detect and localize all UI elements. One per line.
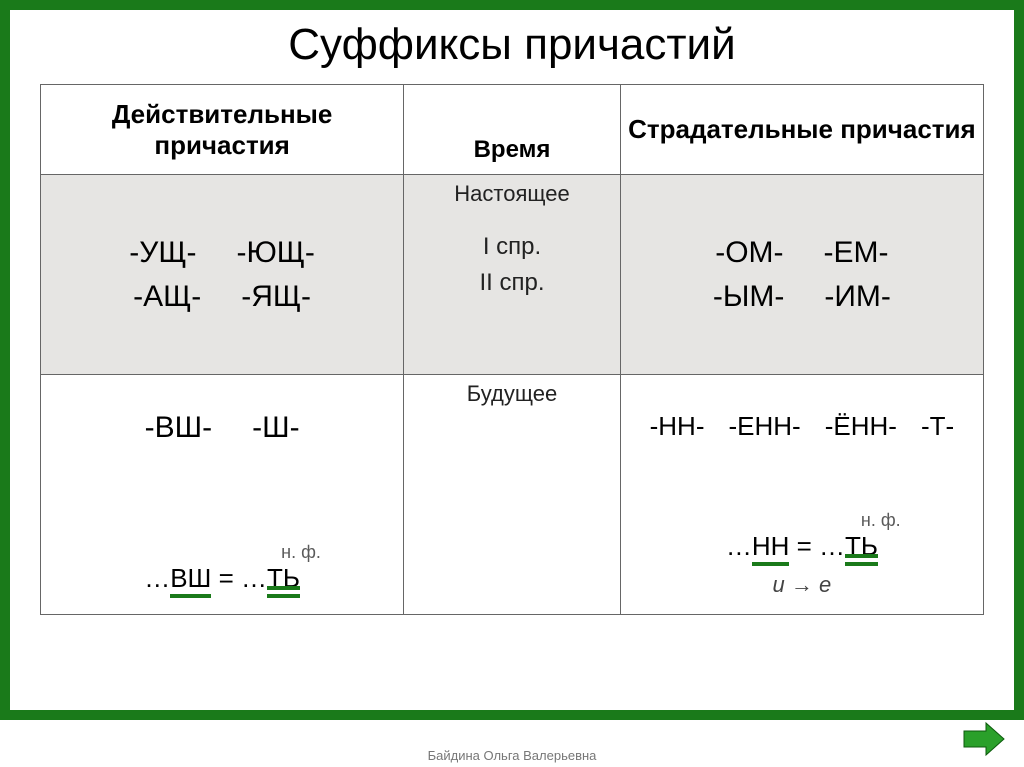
equals-part: = … [789, 531, 845, 561]
suffix-table: Действительные причастия Время Страдател… [40, 84, 984, 615]
time-present-cell: Настоящее I спр. II спр. [404, 175, 621, 375]
suffix: -ЮЩ- [236, 236, 314, 270]
suffix: -ЕМ- [824, 236, 889, 270]
underlined-infinitive: ТЬ [267, 563, 300, 594]
ellipsis: … [144, 563, 170, 593]
nf-label: н. ф. [41, 542, 403, 563]
header-active: Действительные причастия [41, 85, 404, 175]
equals-part: = … [211, 563, 267, 593]
conjugation-1: I спр. [404, 233, 620, 261]
active-present-cell: -УЩ- -ЮЩ- -АЩ- -ЯЩ- [41, 175, 404, 375]
suffix: -ЫМ- [713, 280, 785, 314]
time-label: Настоящее [404, 181, 620, 207]
formula-right: н. ф. …НН = …ТЬ и → е [621, 510, 983, 598]
time-label: Будущее [404, 381, 620, 407]
suffix: -ИМ- [824, 280, 891, 314]
footer-credit: Байдина Ольга Валерьевна [0, 748, 1024, 763]
vowel-change-note: и → е [621, 572, 983, 598]
active-past-cell: -ВШ- -Ш- н. ф. …ВШ = …ТЬ [41, 375, 404, 615]
page-title: Суффиксы причастий [10, 20, 1014, 70]
passive-past-cell: -НН- -ЕНН- -ЁНН- -Т- н. ф. …НН = …ТЬ и →… [620, 375, 983, 615]
suffix: -Ш- [252, 411, 299, 445]
arrow-right-icon [962, 721, 1006, 757]
suffix: -Т- [921, 411, 954, 442]
suffix: -ВШ- [145, 411, 213, 445]
suffix: -НН- [650, 411, 705, 442]
header-time: Время [404, 85, 621, 175]
suffix: -ЯЩ- [241, 280, 311, 314]
header-passive: Страдательные причастия [620, 85, 983, 175]
suffix: -АЩ- [133, 280, 201, 314]
formula-left: н. ф. …ВШ = …ТЬ [41, 542, 403, 598]
underlined-suffix: ВШ [170, 563, 211, 598]
suffix: -ОМ- [715, 236, 783, 270]
nf-label: н. ф. [621, 510, 983, 531]
suffix: -ЁНН- [825, 411, 897, 442]
past-row: -ВШ- -Ш- н. ф. …ВШ = …ТЬ Будущее [41, 375, 984, 615]
ellipsis: … [726, 531, 752, 561]
suffix: -ЕНН- [729, 411, 801, 442]
slide-frame: Суффиксы причастий Действительные причас… [0, 0, 1024, 720]
underlined-suffix: НН [752, 531, 790, 566]
title-row: Суффиксы причастий [10, 10, 1014, 84]
conjugation-2: II спр. [404, 269, 620, 297]
table-header-row: Действительные причастия Время Страдател… [41, 85, 984, 175]
passive-present-cell: -ОМ- -ЕМ- -ЫМ- -ИМ- [620, 175, 983, 375]
underlined-infinitive: ТЬ [845, 531, 878, 562]
time-past-cell: Будущее [404, 375, 621, 615]
next-slide-button[interactable] [962, 721, 1006, 757]
present-row: -УЩ- -ЮЩ- -АЩ- -ЯЩ- Настоящее I спр. II … [41, 175, 984, 375]
suffix: -УЩ- [129, 236, 196, 270]
